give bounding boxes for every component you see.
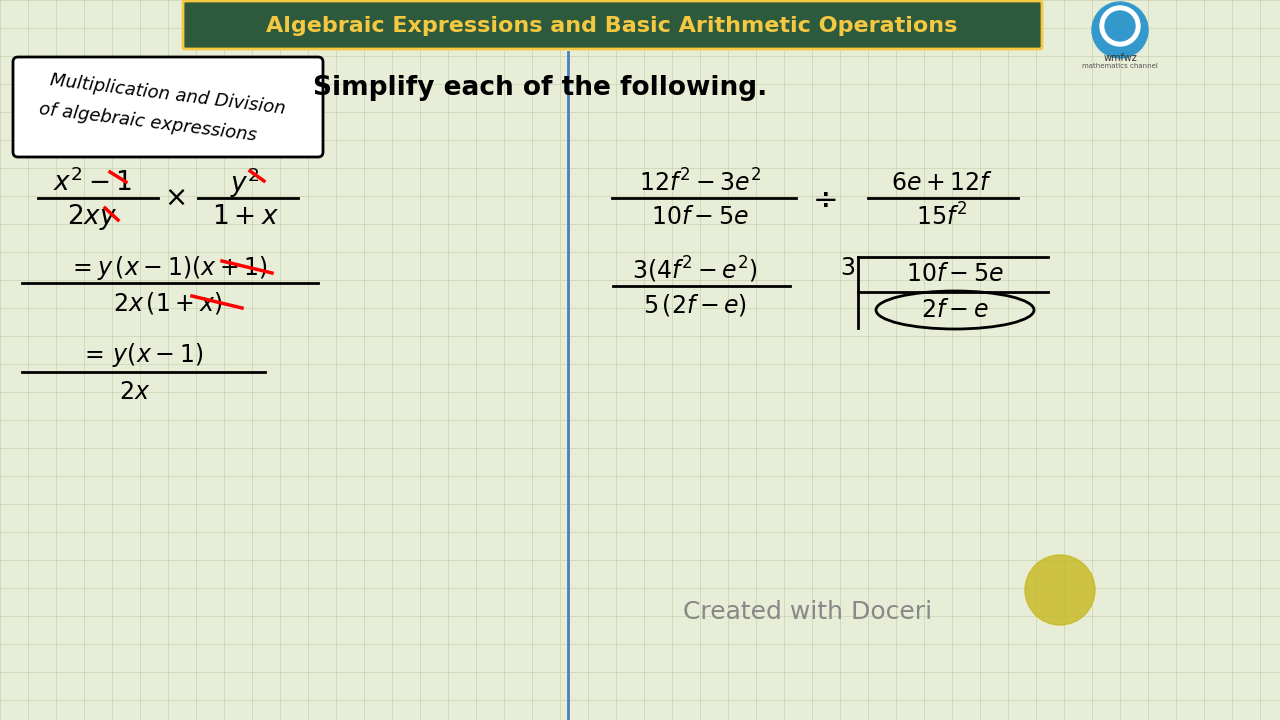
Text: $\div$: $\div$ — [812, 184, 836, 212]
Text: Multiplication and Division: Multiplication and Division — [50, 71, 287, 118]
Circle shape — [1100, 6, 1140, 46]
Text: $2x\,(1+x)$: $2x\,(1+x)$ — [114, 290, 223, 316]
Text: Simplify each of the following.: Simplify each of the following. — [312, 75, 767, 101]
Text: $2x$: $2x$ — [119, 380, 151, 404]
Circle shape — [1092, 2, 1148, 58]
FancyBboxPatch shape — [13, 57, 323, 157]
Text: $2xy$: $2xy$ — [67, 202, 118, 232]
Circle shape — [1105, 11, 1135, 41]
Text: $1 + x$: $1 + x$ — [211, 204, 279, 230]
Text: $x^2 - 1$: $x^2 - 1$ — [52, 168, 132, 197]
Text: $10f - 5e$: $10f - 5e$ — [652, 205, 749, 229]
Text: Created with Doceri: Created with Doceri — [684, 600, 933, 624]
Text: Algebraic Expressions and Basic Arithmetic Operations: Algebraic Expressions and Basic Arithmet… — [266, 16, 957, 36]
Text: $15f^2$: $15f^2$ — [916, 204, 968, 230]
Text: $3$: $3$ — [841, 256, 855, 280]
Text: $2f - e$: $2f - e$ — [922, 298, 989, 322]
Text: mathematics channel: mathematics channel — [1082, 63, 1158, 69]
Text: $3(4f^2-e^2)$: $3(4f^2-e^2)$ — [632, 255, 758, 285]
Text: $10f - 5e$: $10f - 5e$ — [906, 262, 1004, 286]
Circle shape — [1025, 555, 1094, 625]
Text: wmfwz: wmfwz — [1103, 53, 1137, 63]
Text: $=y\,(x-1)(x+1)$: $=y\,(x-1)(x+1)$ — [68, 254, 268, 282]
Text: $6e + 12f$: $6e + 12f$ — [891, 171, 993, 195]
Text: of algebraic expressions: of algebraic expressions — [38, 99, 257, 144]
Text: $\times$: $\times$ — [164, 184, 186, 212]
Text: $5\,(2f-e)$: $5\,(2f-e)$ — [643, 292, 748, 318]
Text: $y^2$: $y^2$ — [230, 166, 260, 200]
FancyBboxPatch shape — [183, 1, 1042, 49]
Text: $=\,y(x-1)$: $=\,y(x-1)$ — [81, 341, 204, 369]
Text: $12f^2 - 3e^2$: $12f^2 - 3e^2$ — [639, 169, 762, 197]
